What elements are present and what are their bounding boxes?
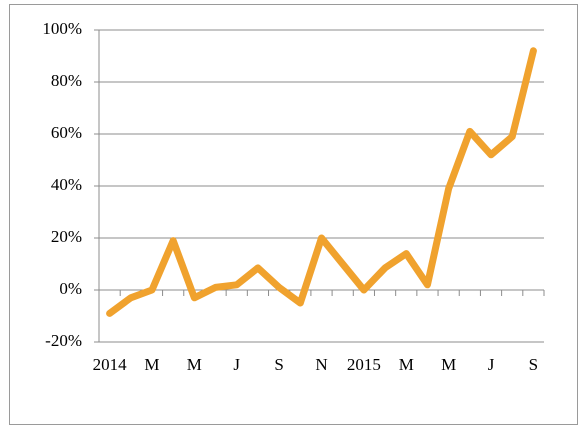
- x-tick-label: J: [488, 355, 495, 374]
- y-tick-label: -20%: [45, 331, 82, 350]
- x-tick-label: M: [187, 355, 202, 374]
- series-line: [106, 47, 537, 317]
- x-tick-label: M: [441, 355, 456, 374]
- chart-frame: [9, 4, 578, 425]
- y-tick-label: 20%: [51, 227, 82, 246]
- y-tick-label: 40%: [51, 175, 82, 194]
- y-tick-label: 100%: [42, 19, 82, 38]
- y-tick-label: 60%: [51, 123, 82, 142]
- x-tick-label: M: [144, 355, 159, 374]
- x-tick-label: S: [529, 355, 538, 374]
- x-tick-label: S: [274, 355, 283, 374]
- x-tick-label: N: [315, 355, 327, 374]
- y-tick-label: 0%: [59, 279, 82, 298]
- x-tick-label: 2014: [93, 355, 128, 374]
- x-tick-label: M: [399, 355, 414, 374]
- x-tick-label: J: [233, 355, 240, 374]
- y-tick-label: 80%: [51, 71, 82, 90]
- x-tick-label: 2015: [347, 355, 381, 374]
